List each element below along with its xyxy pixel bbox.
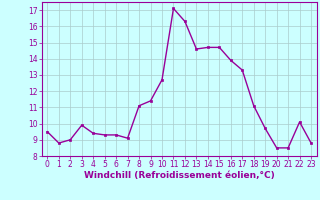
- X-axis label: Windchill (Refroidissement éolien,°C): Windchill (Refroidissement éolien,°C): [84, 171, 275, 180]
